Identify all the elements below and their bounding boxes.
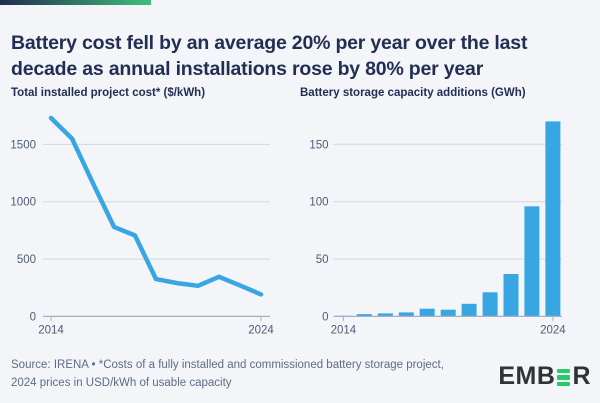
y-tick-label: 0 [322,311,328,323]
x-tick-label: 2014 [331,324,357,336]
x-tick-label: 2024 [248,324,274,336]
page-title: Battery cost fell by an average 20% per … [11,32,528,81]
capacity-bar-chart: 0 50 100 150 2014 2024 [309,121,566,336]
bar-chart-title: Battery storage capacity additions (GWh) [300,87,526,99]
ember-logo-text-after: R [572,362,591,390]
y-tick-label: 1500 [10,139,36,151]
capacity-bar [482,292,498,317]
y-tick-label: 50 [316,254,329,266]
cost-line-chart: 0 500 1000 1500 2014 2024 [10,115,274,336]
ember-logo: EMB R [498,362,591,391]
capacity-bar [419,308,435,317]
capacity-bar [377,313,393,317]
y-tick-label: 1000 [10,197,36,209]
x-tick-label: 2024 [540,324,566,336]
capacity-bar [503,274,519,317]
capacity-bar [524,206,540,317]
three-green-bars-e-icon [557,368,571,387]
line-chart-title: Total installed project cost* ($/kWh) [11,87,206,99]
capacity-bar [461,303,477,317]
ember-logo-text-before: EMB [498,362,556,390]
capacity-bar [440,309,456,317]
y-tick-label: 100 [309,197,328,209]
x-tick-label: 2014 [38,324,64,336]
source-note: Source: IRENA • *Costs of a fully instal… [11,359,444,389]
y-tick-label: 0 [30,311,36,323]
capacity-bar [356,314,372,317]
brand-accent-bar [0,0,151,5]
y-tick-label: 150 [309,139,328,151]
cost-line-series [48,115,264,297]
y-tick-label: 500 [17,254,36,266]
capacity-bar [545,121,561,317]
capacity-bar [398,312,414,317]
